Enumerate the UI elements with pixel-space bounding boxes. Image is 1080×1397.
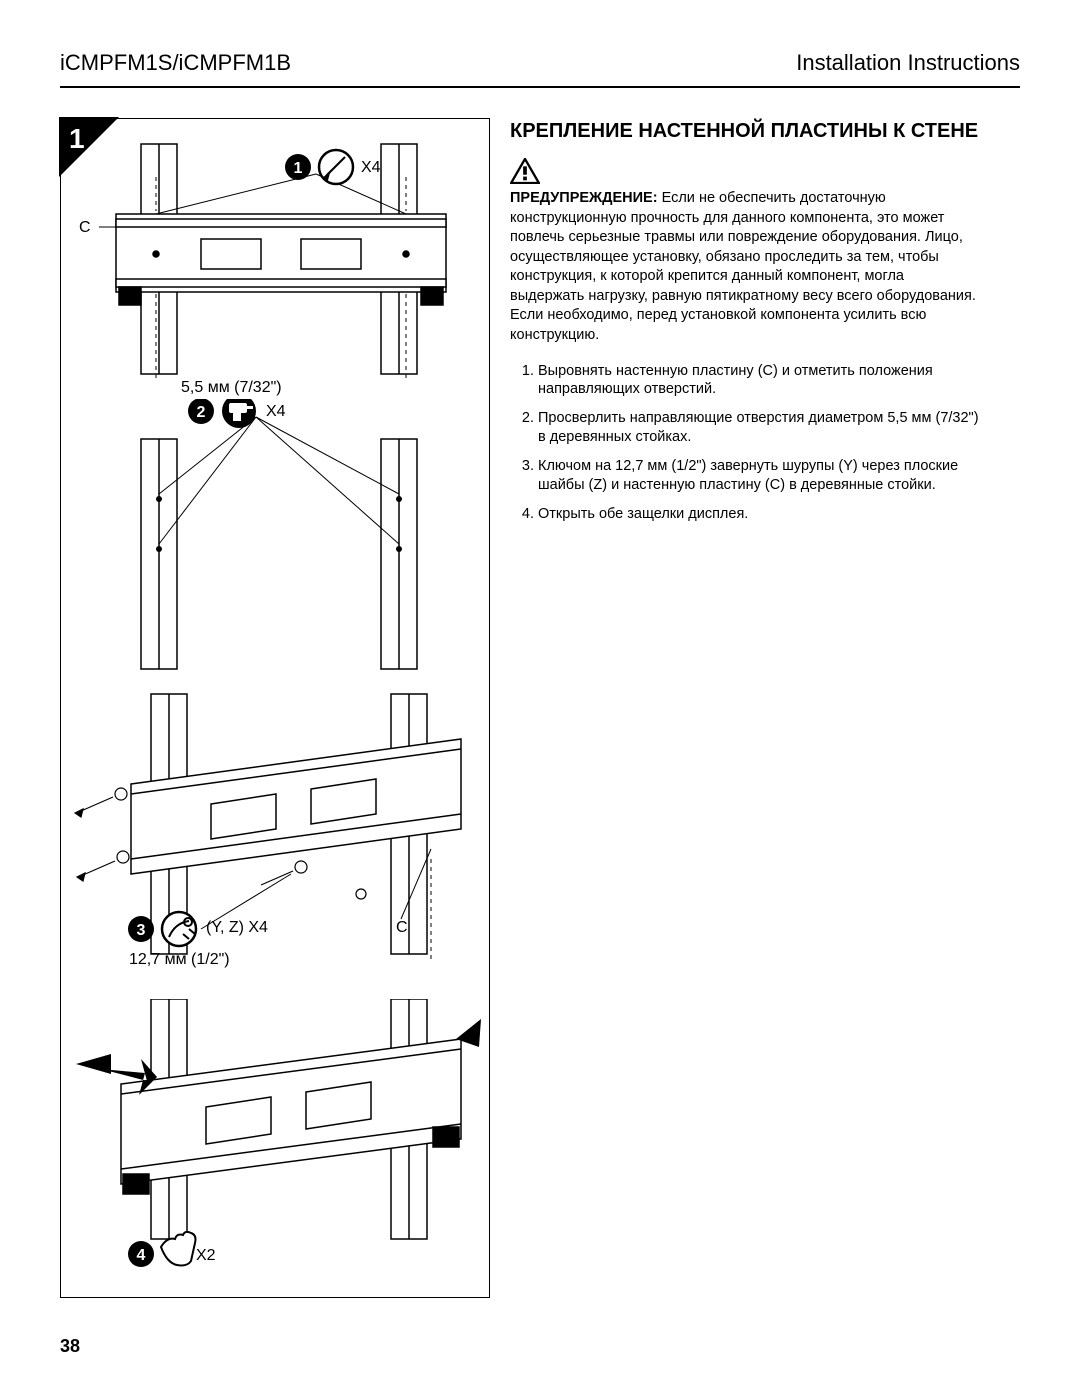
text-column: КРЕПЛЕНИЕ НАСТЕННОЙ ПЛАСТИНЫ К СТЕНЕ ПРЕ…: [490, 118, 980, 1298]
page-number: 38: [60, 1336, 80, 1357]
section-title: КРЕПЛЕНИЕ НАСТЕННОЙ ПЛАСТИНЫ К СТЕНЕ: [510, 118, 980, 144]
header-doc-type: Installation Instructions: [796, 50, 1020, 76]
step-item: Выровнять настенную пластину (C) и отмет…: [538, 362, 980, 400]
warning-body: Если не обеспечить достаточную конструкц…: [510, 190, 976, 343]
substep-1-figure: 1: [61, 119, 491, 399]
numbered-steps: Выровнять настенную пластину (C) и отмет…: [510, 362, 980, 524]
warning-text: ПРЕДУПРЕЖДЕНИЕ: Если не обеспечить доста…: [510, 189, 980, 346]
svg-text:4: 4: [137, 1247, 146, 1264]
content-row: 1: [60, 118, 1020, 1298]
substep-2-figure: 2: [61, 399, 491, 679]
diagram-column: 1: [60, 118, 490, 1298]
substep4-qty: X2: [196, 1247, 216, 1265]
page-header: iCMPFM1S/iCMPFM1B Installation Instructi…: [60, 50, 1020, 88]
page: iCMPFM1S/iCMPFM1B Installation Instructi…: [0, 0, 1080, 1397]
warning-icon: [510, 158, 540, 184]
svg-text:1: 1: [294, 160, 303, 177]
wrench-size-label: 12,7 мм (1/2"): [129, 951, 230, 969]
substep-3-figure: 3: [61, 679, 491, 999]
svg-text:3: 3: [137, 922, 146, 939]
step-item: Ключом на 12,7 мм (1/2") завернуть шуруп…: [538, 457, 980, 495]
label-c-top: C: [79, 219, 91, 237]
step-number: 1: [69, 123, 85, 155]
substep3-parts: (Y, Z) X4: [206, 919, 268, 937]
drill-size-label: 5,5 мм (7/32"): [181, 379, 282, 397]
substep-4-figure: 4: [61, 999, 491, 1299]
step-item: Просверлить направляющие отверстия диаме…: [538, 409, 980, 447]
header-model: iCMPFM1S/iCMPFM1B: [60, 50, 291, 76]
label-c-mid: C: [396, 919, 408, 937]
step-item: Открыть обе защелки дисплея.: [538, 505, 980, 524]
warning-label: ПРЕДУПРЕЖДЕНИЕ:: [510, 190, 658, 206]
substep2-qty: X4: [266, 403, 286, 421]
substep1-qty: X4: [361, 159, 381, 177]
diagram-frame: 1: [60, 118, 490, 1298]
svg-text:2: 2: [197, 404, 206, 421]
